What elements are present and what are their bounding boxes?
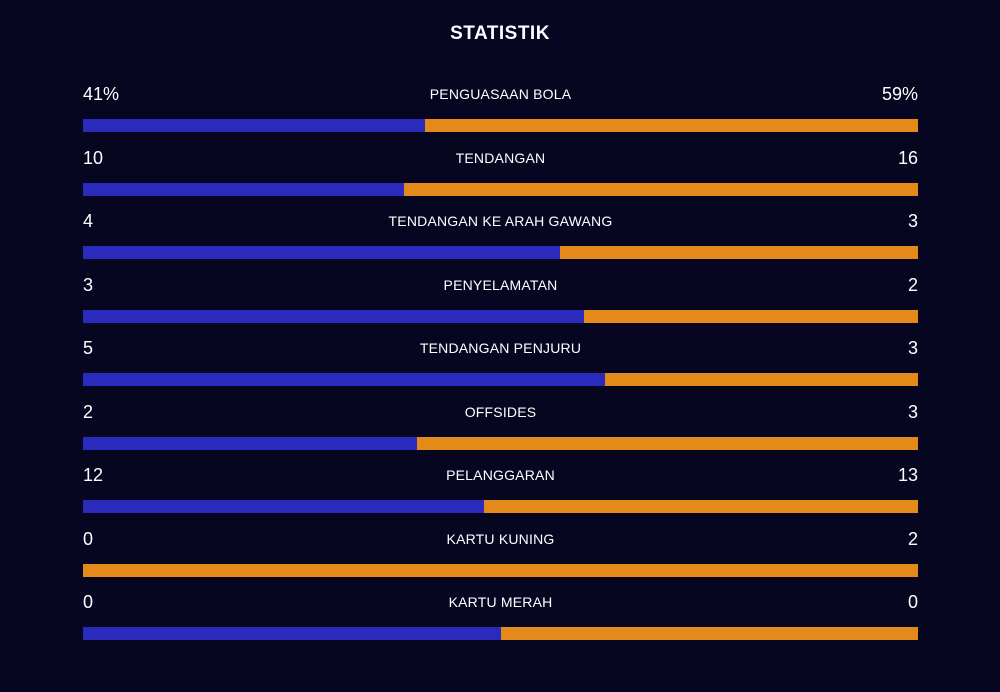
stat-row-shots: 10 TENDANGAN 16 <box>83 144 918 208</box>
stats-list: 41% PENGUASAAN BOLA 59% 10 TENDANGAN 16 … <box>83 80 918 652</box>
home-value: 0 <box>83 528 94 549</box>
comparison-bar <box>83 563 918 577</box>
comparison-bar <box>83 182 918 196</box>
home-value: 10 <box>83 147 104 168</box>
home-value: 5 <box>83 338 94 358</box>
home-value: 3 <box>83 274 94 295</box>
comparison-bar <box>83 373 918 386</box>
home-bar <box>83 373 605 386</box>
home-bar <box>83 182 405 196</box>
comparison-bar <box>83 119 918 132</box>
stat-label: TENDANGAN <box>455 149 546 166</box>
home-bar <box>83 627 501 640</box>
away-bar <box>83 563 918 577</box>
home-bar <box>83 500 484 513</box>
away-value: 3 <box>907 211 918 231</box>
away-bar <box>483 500 918 513</box>
stat-row-red-cards: 0 KARTU MERAH 0 <box>83 588 918 652</box>
home-value: 4 <box>83 211 94 231</box>
home-value: 2 <box>83 401 94 422</box>
home-bar <box>83 309 584 323</box>
away-value: 0 <box>907 592 918 612</box>
away-bar <box>559 246 918 259</box>
stats-title: STATISTIK <box>450 23 550 44</box>
stat-label: PELANGGARAN <box>446 467 555 483</box>
away-bar <box>604 373 918 386</box>
stat-label: PENGUASAAN BOLA <box>429 86 572 102</box>
comparison-bar <box>83 309 918 323</box>
stat-label: TENDANGAN KE ARAH GAWANG <box>388 213 613 229</box>
away-value: 59% <box>881 84 918 104</box>
away-bar <box>425 119 918 132</box>
stat-row-corners: 5 TENDANGAN PENJURU 3 <box>83 334 918 398</box>
away-value: 16 <box>897 147 918 168</box>
home-value: 41% <box>83 84 120 104</box>
away-bar <box>417 436 918 450</box>
away-bar <box>404 182 918 196</box>
stat-row-shots-on-target: 4 TENDANGAN KE ARAH GAWANG 3 <box>83 207 918 271</box>
comparison-bar <box>83 500 918 513</box>
stat-label: PENYELAMATAN <box>443 276 558 293</box>
away-bar <box>584 309 918 323</box>
stat-row-possession: 41% PENGUASAAN BOLA 59% <box>83 80 918 144</box>
away-value: 2 <box>907 274 918 295</box>
home-value: 12 <box>83 465 104 485</box>
away-bar <box>500 627 918 640</box>
stat-label: TENDANGAN PENJURU <box>419 340 582 356</box>
away-value: 13 <box>897 465 918 485</box>
away-value: 3 <box>907 401 918 422</box>
stat-label: OFFSIDES <box>464 403 537 420</box>
stat-label: KARTU KUNING <box>446 530 555 547</box>
stat-row-fouls: 12 PELANGGARAN 13 <box>83 461 918 525</box>
comparison-bar <box>83 246 918 259</box>
stat-row-yellow-cards: 0 KARTU KUNING 2 <box>83 525 918 589</box>
home-bar <box>83 436 417 450</box>
away-value: 3 <box>907 338 918 358</box>
home-value: 0 <box>83 592 94 612</box>
home-bar <box>83 246 560 259</box>
stat-row-saves: 3 PENYELAMATAN 2 <box>83 271 918 335</box>
home-bar <box>83 119 426 132</box>
stat-row-offsides: 2 OFFSIDES 3 <box>83 398 918 462</box>
away-value: 2 <box>907 528 918 549</box>
comparison-bar <box>83 436 918 450</box>
stat-label: KARTU MERAH <box>448 594 553 610</box>
comparison-bar <box>83 627 918 640</box>
